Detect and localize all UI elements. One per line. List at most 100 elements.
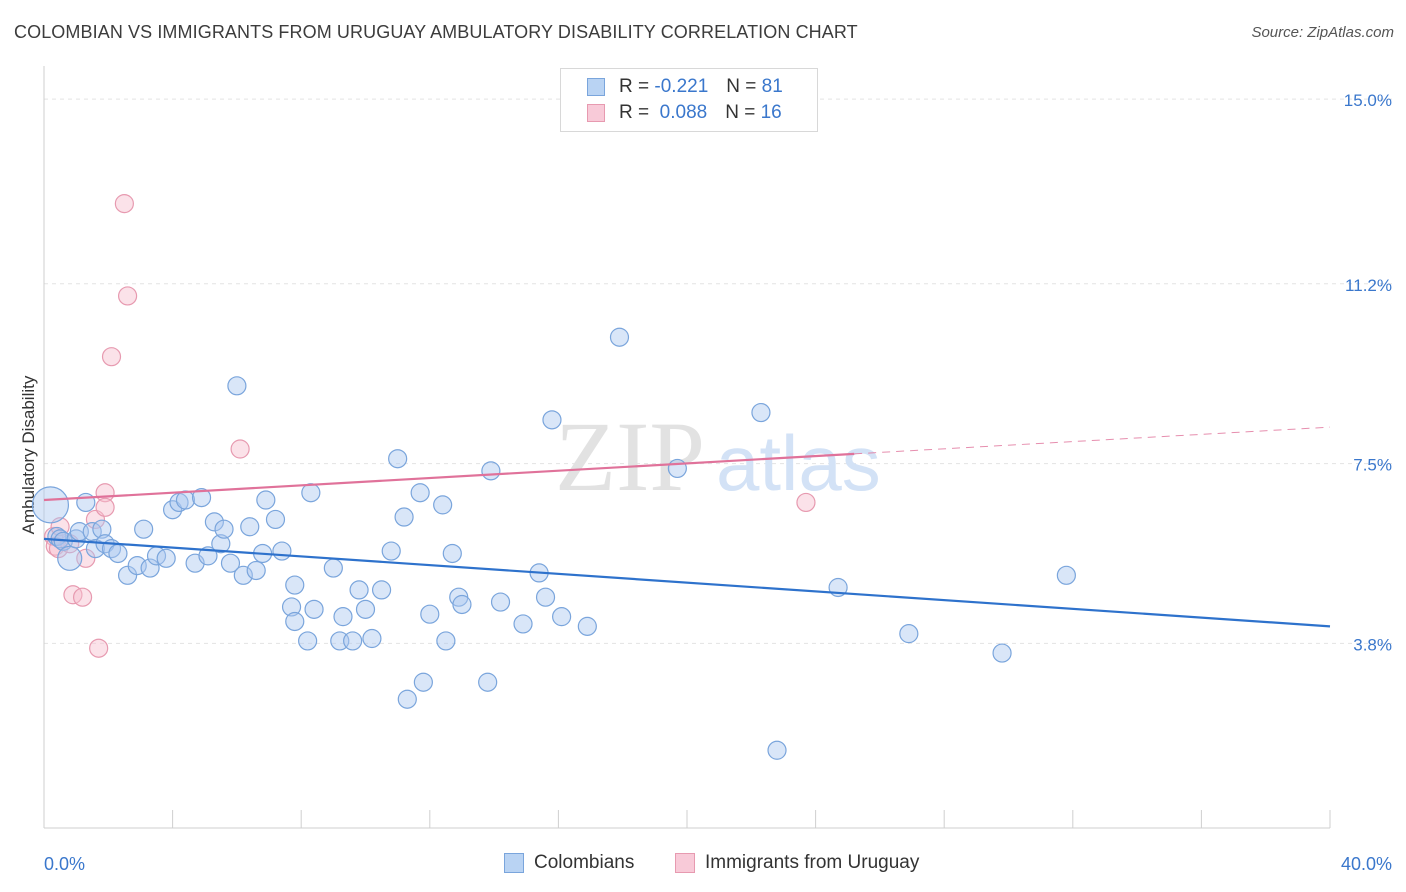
uruguay-point (72, 587, 93, 607)
colombian-point (452, 594, 472, 615)
colombian-point (323, 558, 343, 578)
colombian-point (108, 543, 128, 564)
colombian-point (442, 543, 462, 564)
uruguay-point (89, 638, 109, 658)
legend-n-label: N = (725, 102, 756, 123)
colombian-point (992, 643, 1012, 663)
x-tick-label-min: 0.0% (44, 854, 85, 874)
colombian-point (410, 483, 430, 503)
uruguay-point (796, 492, 816, 513)
watermark-atlas: atlas (716, 419, 881, 507)
colombian-point (490, 592, 511, 612)
colombian-point (134, 519, 154, 539)
colombian-point (1056, 565, 1076, 585)
colombian-point (436, 631, 456, 651)
legend-swatch-blue (587, 78, 605, 96)
trend-lines (43, 426, 1331, 628)
legend-r-value: -0.221 (654, 76, 709, 97)
legend-n-label: N = (726, 76, 757, 97)
colombian-point (211, 534, 231, 554)
colombian-point (388, 449, 408, 469)
colombian-points (31, 327, 1076, 760)
legend-r-label: R = (619, 76, 650, 97)
series-swatch-blue (504, 853, 524, 873)
colombian-point (285, 611, 305, 632)
colombian-point (92, 519, 112, 539)
watermark-zip: ZIP (555, 401, 705, 512)
colombian-point (246, 560, 266, 581)
colombian-trend-line (43, 537, 1331, 628)
uruguay-trend-line (43, 452, 855, 502)
colombian-point (667, 458, 687, 479)
colombian-point (227, 376, 247, 396)
colombian-point (285, 575, 305, 595)
colombian-point (349, 580, 369, 600)
series-legend-colombians: Colombians (504, 852, 634, 874)
uruguay-point (101, 347, 122, 367)
legend-row-uruguay: R = 0.088 N = 16 (587, 101, 782, 125)
colombian-point (381, 541, 401, 561)
series-legend: Colombians Immigrants from Uruguay (0, 852, 1406, 876)
uruguay-point (114, 194, 134, 214)
colombian-point (343, 631, 363, 651)
colombian-point (304, 599, 324, 619)
colombian-point (751, 402, 771, 423)
colombian-point (204, 512, 224, 532)
colombian-point (220, 553, 241, 573)
colombian-point (175, 490, 196, 510)
y-tick-label: 11.2% (1345, 276, 1392, 295)
x-tick-labels: 0.0% 40.0% (44, 854, 1392, 874)
legend-n-value: 16 (760, 102, 782, 123)
colombian-point (76, 492, 96, 513)
chart-title: COLOMBIAN VS IMMIGRANTS FROM URUGUAY AMB… (14, 22, 858, 42)
colombian-point (542, 410, 562, 430)
colombian-point (301, 483, 321, 503)
colombian-point (478, 672, 498, 692)
series-label-colombians: Colombians (534, 852, 635, 873)
colombian-point (31, 486, 70, 524)
colombian-point (333, 607, 353, 627)
colombian-point (57, 545, 83, 571)
colombian-point (163, 500, 183, 520)
colombian-point (394, 507, 414, 527)
colombian-point (577, 616, 597, 636)
colombian-point (535, 587, 556, 607)
y-tick-label: 15.0% (1344, 91, 1392, 110)
colombian-point (433, 495, 453, 515)
y-tick-label: 7.5% (1353, 456, 1392, 475)
legend-swatch-pink (587, 104, 605, 122)
colombian-point (609, 327, 630, 347)
colombian-point (240, 517, 260, 537)
uruguay-point (230, 439, 250, 459)
colombian-point (397, 689, 417, 709)
y-tick-label: 3.8% (1353, 635, 1392, 654)
colombian-point (513, 614, 533, 634)
legend-row-colombians: R = -0.221 N = 81 (587, 75, 783, 99)
y-tick-labels: 3.8% 7.5% 11.2% 15.0% (1344, 91, 1392, 654)
colombian-point (362, 628, 382, 649)
legend-r-value: 0.088 (659, 102, 708, 123)
colombian-point (355, 599, 376, 619)
colombian-point (256, 490, 276, 510)
watermark: ZIP atlas (555, 401, 881, 512)
colombian-point (298, 631, 318, 651)
x-tick-label-max: 40.0% (1341, 854, 1392, 874)
legend-n-value: 81 (761, 76, 783, 97)
uruguay-point (95, 497, 115, 517)
correlation-legend: R = -0.221 N = 81 R = 0.088 N = 16 (560, 68, 818, 132)
colombian-point (214, 519, 234, 539)
source-label: Source: ZipAtlas.com (1251, 24, 1394, 41)
colombian-point (371, 580, 392, 600)
colombian-point (140, 558, 160, 578)
colombian-point (233, 565, 253, 585)
y-axis-label: Ambulatory Disability (19, 375, 38, 534)
colombian-point (899, 624, 919, 644)
colombian-point (481, 461, 501, 481)
colombian-point (552, 607, 572, 627)
series-swatch-pink (675, 853, 695, 873)
uruguay-point (117, 286, 138, 306)
colombian-point (272, 541, 292, 561)
colombian-point (413, 672, 433, 692)
colombian-point (156, 548, 176, 568)
series-label-uruguay: Immigrants from Uruguay (705, 852, 920, 873)
